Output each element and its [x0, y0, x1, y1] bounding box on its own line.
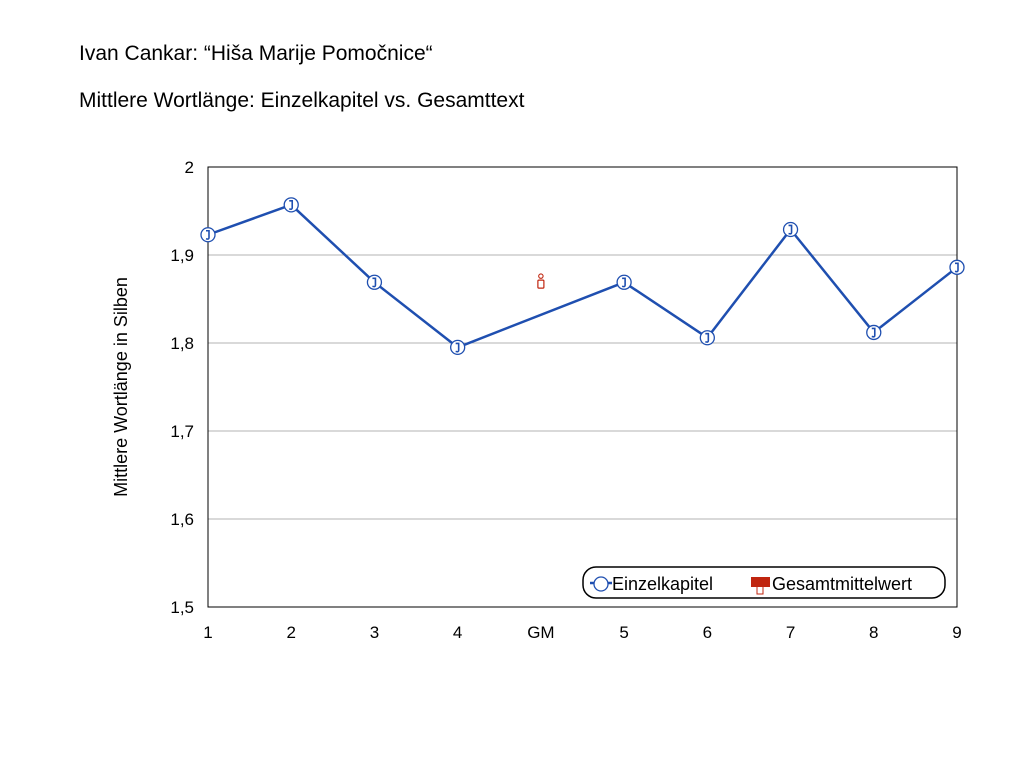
x-tick-label: 4 — [453, 623, 462, 642]
x-tick-label: 5 — [619, 623, 628, 642]
series-line-einzelkapitel — [207, 203, 958, 349]
data-point-glyph — [705, 332, 710, 343]
y-tick-label: 1,9 — [170, 246, 194, 265]
x-tick-label: 2 — [286, 623, 295, 642]
data-point — [699, 330, 715, 346]
data-point — [200, 227, 216, 243]
y-tick-label: 1,6 — [170, 510, 194, 529]
chart-subtitle: Mittlere Wortlänge: Einzelkapitel vs. Ge… — [79, 89, 525, 112]
data-point-glyph — [455, 342, 460, 353]
chart-title: Ivan Cankar: “Hiša Marije Pomočnice“ — [79, 42, 433, 65]
x-tick-label: 8 — [869, 623, 878, 642]
y-tick-label: 1,8 — [170, 334, 194, 353]
series-layer — [200, 197, 965, 356]
data-point-glyph — [205, 229, 210, 240]
x-tick-label: 6 — [703, 623, 712, 642]
data-point — [866, 324, 882, 341]
y-tick-label: 1,5 — [170, 598, 194, 617]
data-point-glyph — [954, 262, 959, 273]
y-axis-ticks: 1,5 1,6 1,7 1,8 1,9 2 — [170, 158, 194, 617]
data-point — [949, 259, 965, 275]
x-tick-label: 9 — [952, 623, 961, 642]
data-point-glyph — [621, 277, 626, 288]
x-tick-label: 3 — [370, 623, 379, 642]
x-tick-label: 7 — [786, 623, 795, 642]
x-axis-ticks: 1 2 3 4 GM 5 6 7 8 9 — [203, 623, 961, 642]
y-axis-label: Mittlere Wortlänge in Silben — [111, 277, 131, 497]
data-point-gesamtmittelwert — [537, 273, 545, 289]
legend-swatch-marker — [593, 576, 609, 592]
legend-label-gesamtmittelwert: Gesamtmittelwert — [772, 574, 912, 594]
x-tick-label: 1 — [203, 623, 212, 642]
data-point — [283, 197, 299, 213]
plot-area — [207, 166, 958, 608]
data-point — [450, 339, 466, 356]
legend-label-einzelkapitel: Einzelkapitel — [612, 574, 713, 594]
data-point — [616, 274, 632, 290]
y-tick-label: 2 — [185, 158, 194, 177]
legend-swatch-glyph — [756, 585, 764, 595]
legend-swatch-gesamtmittelwert — [751, 577, 770, 587]
data-point — [782, 221, 799, 238]
data-point-glyph — [372, 277, 377, 288]
grid-lines — [208, 254, 957, 520]
data-point — [366, 274, 383, 290]
data-point-glyph — [871, 327, 876, 338]
legend: Einzelkapitel Gesamtmittelwert — [582, 566, 946, 599]
x-tick-label: GM — [527, 623, 554, 642]
data-point-glyph — [788, 224, 793, 235]
y-tick-label: 1,7 — [170, 422, 194, 441]
data-point-glyph — [288, 200, 294, 210]
